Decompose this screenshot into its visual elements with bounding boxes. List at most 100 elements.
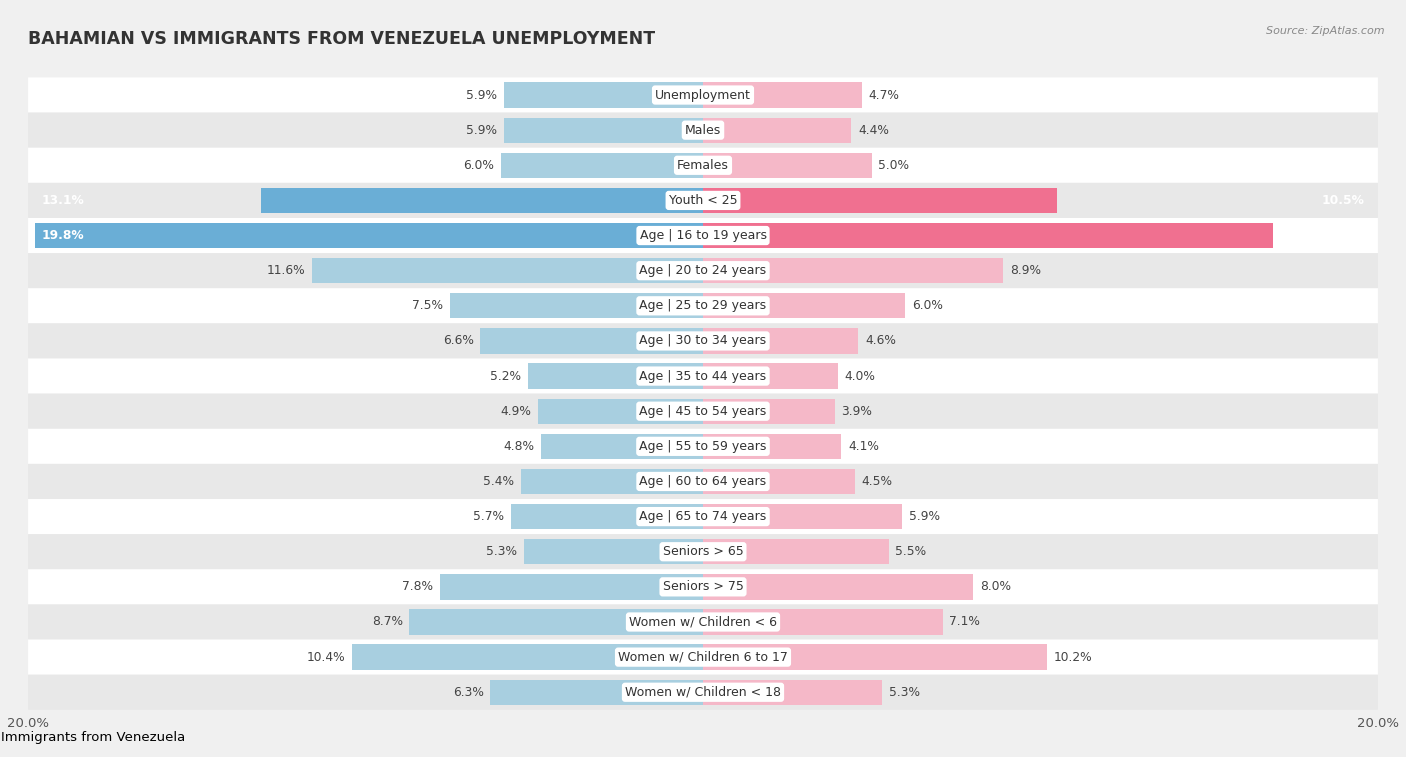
Text: 10.4%: 10.4% xyxy=(307,650,346,664)
Text: Age | 16 to 19 years: Age | 16 to 19 years xyxy=(640,229,766,242)
FancyBboxPatch shape xyxy=(28,359,1378,394)
Text: 4.8%: 4.8% xyxy=(503,440,534,453)
Text: 4.5%: 4.5% xyxy=(862,475,893,488)
Bar xyxy=(501,153,703,178)
Text: Age | 60 to 64 years: Age | 60 to 64 years xyxy=(640,475,766,488)
FancyBboxPatch shape xyxy=(28,148,1378,183)
Text: 5.3%: 5.3% xyxy=(486,545,517,558)
Text: Age | 55 to 59 years: Age | 55 to 59 years xyxy=(640,440,766,453)
Text: 5.5%: 5.5% xyxy=(896,545,927,558)
Text: Women w/ Children < 18: Women w/ Children < 18 xyxy=(626,686,780,699)
FancyBboxPatch shape xyxy=(28,218,1378,253)
Bar xyxy=(481,329,703,354)
Text: 5.9%: 5.9% xyxy=(467,89,498,101)
Bar xyxy=(703,117,852,143)
Text: 3.9%: 3.9% xyxy=(841,405,872,418)
Text: Age | 65 to 74 years: Age | 65 to 74 years xyxy=(640,510,766,523)
Bar xyxy=(703,83,862,107)
FancyBboxPatch shape xyxy=(28,534,1378,569)
Bar xyxy=(703,223,1274,248)
Text: Women w/ Children < 6: Women w/ Children < 6 xyxy=(628,615,778,628)
Bar xyxy=(520,469,703,494)
Bar xyxy=(541,434,703,459)
FancyBboxPatch shape xyxy=(28,288,1378,323)
Bar xyxy=(527,363,703,389)
Text: 6.0%: 6.0% xyxy=(912,299,943,313)
Text: Males: Males xyxy=(685,123,721,137)
Bar xyxy=(703,434,841,459)
Text: Women w/ Children 6 to 17: Women w/ Children 6 to 17 xyxy=(619,650,787,664)
Text: 7.8%: 7.8% xyxy=(402,581,433,593)
Text: 4.9%: 4.9% xyxy=(501,405,531,418)
Bar xyxy=(703,575,973,600)
Text: 11.6%: 11.6% xyxy=(266,264,305,277)
Text: 5.3%: 5.3% xyxy=(889,686,920,699)
Text: Seniors > 75: Seniors > 75 xyxy=(662,581,744,593)
FancyBboxPatch shape xyxy=(28,253,1378,288)
Bar xyxy=(703,329,858,354)
Text: 5.0%: 5.0% xyxy=(879,159,910,172)
Bar xyxy=(703,258,1004,283)
Bar xyxy=(703,680,882,705)
FancyBboxPatch shape xyxy=(28,569,1378,604)
FancyBboxPatch shape xyxy=(28,640,1378,674)
Bar xyxy=(703,293,905,319)
Text: Youth < 25: Youth < 25 xyxy=(669,194,737,207)
Text: 4.7%: 4.7% xyxy=(869,89,900,101)
Bar xyxy=(537,398,703,424)
Text: 5.4%: 5.4% xyxy=(484,475,515,488)
Text: Source: ZipAtlas.com: Source: ZipAtlas.com xyxy=(1267,26,1385,36)
Text: Age | 20 to 24 years: Age | 20 to 24 years xyxy=(640,264,766,277)
Text: BAHAMIAN VS IMMIGRANTS FROM VENEZUELA UNEMPLOYMENT: BAHAMIAN VS IMMIGRANTS FROM VENEZUELA UN… xyxy=(28,30,655,48)
Text: 5.2%: 5.2% xyxy=(489,369,520,382)
Bar xyxy=(503,83,703,107)
Bar xyxy=(440,575,703,600)
Legend: Bahamian, Immigrants from Venezuela: Bahamian, Immigrants from Venezuela xyxy=(0,725,191,749)
Text: 8.9%: 8.9% xyxy=(1010,264,1040,277)
Bar xyxy=(703,504,903,529)
Text: 4.0%: 4.0% xyxy=(845,369,876,382)
Text: Females: Females xyxy=(678,159,728,172)
Bar xyxy=(703,469,855,494)
Text: Seniors > 65: Seniors > 65 xyxy=(662,545,744,558)
Bar xyxy=(262,188,703,213)
Bar xyxy=(703,539,889,565)
Bar xyxy=(703,644,1047,670)
Text: 6.6%: 6.6% xyxy=(443,335,474,347)
Bar xyxy=(510,504,703,529)
Text: 6.3%: 6.3% xyxy=(453,686,484,699)
FancyBboxPatch shape xyxy=(28,323,1378,359)
Bar xyxy=(703,398,835,424)
Text: 8.7%: 8.7% xyxy=(371,615,402,628)
Bar xyxy=(312,258,703,283)
Text: 5.7%: 5.7% xyxy=(472,510,503,523)
FancyBboxPatch shape xyxy=(28,183,1378,218)
Bar xyxy=(35,223,703,248)
Text: 4.6%: 4.6% xyxy=(865,335,896,347)
Text: 4.1%: 4.1% xyxy=(848,440,879,453)
FancyBboxPatch shape xyxy=(28,674,1378,710)
FancyBboxPatch shape xyxy=(28,604,1378,640)
Text: Age | 35 to 44 years: Age | 35 to 44 years xyxy=(640,369,766,382)
Text: Age | 25 to 29 years: Age | 25 to 29 years xyxy=(640,299,766,313)
FancyBboxPatch shape xyxy=(28,499,1378,534)
Text: Age | 30 to 34 years: Age | 30 to 34 years xyxy=(640,335,766,347)
Text: 6.0%: 6.0% xyxy=(463,159,494,172)
Text: 8.0%: 8.0% xyxy=(980,581,1011,593)
Bar xyxy=(703,153,872,178)
Bar xyxy=(703,188,1057,213)
Text: 10.2%: 10.2% xyxy=(1054,650,1092,664)
Text: 16.9%: 16.9% xyxy=(1322,229,1364,242)
Text: 7.5%: 7.5% xyxy=(412,299,443,313)
Text: 19.8%: 19.8% xyxy=(42,229,84,242)
Text: 5.9%: 5.9% xyxy=(908,510,939,523)
Bar xyxy=(703,363,838,389)
Bar xyxy=(703,609,942,634)
Bar xyxy=(524,539,703,565)
Text: 4.4%: 4.4% xyxy=(858,123,889,137)
Text: 7.1%: 7.1% xyxy=(949,615,980,628)
Text: Unemployment: Unemployment xyxy=(655,89,751,101)
Text: 5.9%: 5.9% xyxy=(467,123,498,137)
FancyBboxPatch shape xyxy=(28,464,1378,499)
Text: 13.1%: 13.1% xyxy=(42,194,84,207)
